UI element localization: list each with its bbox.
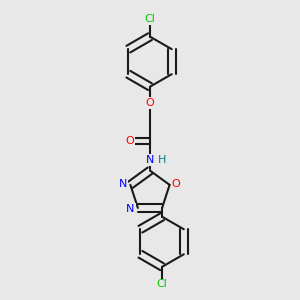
Text: Cl: Cl xyxy=(145,14,155,24)
Text: N: N xyxy=(119,179,127,189)
Text: H: H xyxy=(158,155,166,165)
Text: O: O xyxy=(125,136,134,146)
Text: O: O xyxy=(172,179,181,189)
Text: N: N xyxy=(146,155,154,165)
Text: N: N xyxy=(126,204,135,214)
Text: O: O xyxy=(146,98,154,108)
Text: Cl: Cl xyxy=(157,280,168,290)
